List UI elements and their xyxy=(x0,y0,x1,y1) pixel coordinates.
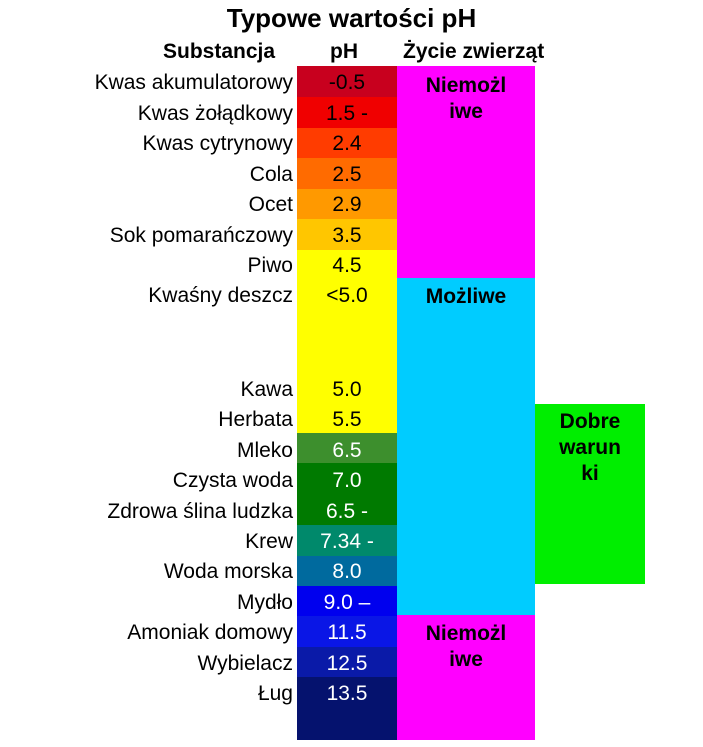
life-zone-label: Niemożl xyxy=(425,74,507,97)
substance-label: Wybielacz xyxy=(197,652,293,675)
ph-value: 12.5 xyxy=(326,652,368,675)
ph-band xyxy=(297,128,397,158)
ph-band xyxy=(297,647,397,677)
ph-value: 5.0 xyxy=(332,378,362,401)
ph-band xyxy=(297,495,397,525)
substance-label: Kwas żołądkowy xyxy=(137,102,293,125)
ph-value: 8.0 xyxy=(332,560,362,583)
substance-label: Ocet xyxy=(248,193,293,216)
ph-band xyxy=(297,66,397,97)
substance-label: Kawa xyxy=(240,378,293,401)
substance-label: Zdrowa ślina ludzka xyxy=(107,500,293,523)
life-zone-label: Dobre xyxy=(559,410,621,433)
life-zone-label: iwe xyxy=(449,100,483,123)
substance-label: Kwas akumulatorowy xyxy=(94,71,293,94)
life-zone-label: Możliwe xyxy=(425,285,507,308)
life-zone-label: Niemożl xyxy=(425,622,507,645)
substance-label: Piwo xyxy=(247,254,293,277)
substance-label: Mleko xyxy=(236,439,293,462)
ph-value: 2.9 xyxy=(332,193,362,216)
ph-band xyxy=(297,616,397,647)
ph-band xyxy=(297,677,397,740)
ph-value: 13.5 xyxy=(326,682,368,705)
substance-label: Amoniak domowy xyxy=(127,621,293,644)
ph-value: 6.5 - xyxy=(325,500,369,523)
substance-label: Kwaśny deszcz xyxy=(148,284,293,307)
life-zone-label: warun xyxy=(559,436,621,459)
life-header: Życie zwierząt xyxy=(403,40,545,63)
substance-label: Ług xyxy=(257,682,293,705)
ph-band xyxy=(297,189,397,219)
life-zone-label: iwe xyxy=(449,648,483,671)
ph-band xyxy=(297,158,397,189)
ph-value: 7.0 xyxy=(332,469,362,492)
substance-label: Sok pomarańczowy xyxy=(109,224,293,247)
life-zone: Niemożl iwe xyxy=(397,66,535,278)
ph-value: 9.0 – xyxy=(323,591,371,614)
substance-label: Woda morska xyxy=(163,560,293,583)
substance-label: Herbata xyxy=(218,408,293,431)
ph-band xyxy=(297,250,397,280)
ph-band xyxy=(297,433,397,463)
ph-value: 2.5 xyxy=(332,163,362,186)
ph-band xyxy=(297,97,397,128)
ph-band xyxy=(297,219,397,250)
life-zone: Niemożl iwe xyxy=(397,615,535,740)
ph-band xyxy=(297,280,397,433)
ph-band xyxy=(297,463,397,495)
substance-label: Krew xyxy=(245,530,293,553)
substance-label: Cola xyxy=(249,163,293,186)
ph-band xyxy=(297,586,397,616)
ph-value: 6.5 xyxy=(332,439,362,462)
ph-band xyxy=(297,556,397,586)
ph-value: <5.0 xyxy=(326,284,368,307)
substance-header: Substancja xyxy=(163,40,276,63)
ph-value: 4.5 xyxy=(332,254,362,277)
ph-value: -0.5 xyxy=(328,71,366,94)
ph-value: 5.5 xyxy=(332,408,362,431)
ph-value: 7.34 - xyxy=(320,530,374,553)
substance-label: Czysta woda xyxy=(172,469,293,492)
ph-band xyxy=(297,525,397,556)
ph-value: 2.4 xyxy=(332,132,362,155)
life-zone: Możliwe xyxy=(397,278,535,615)
substance-label: Kwas cytrynowy xyxy=(142,132,293,155)
ph-header: pH xyxy=(330,40,358,63)
chart-title: Typowe wartości pH xyxy=(226,3,477,33)
substance-label: Mydło xyxy=(236,591,293,614)
life-zone-label: ki xyxy=(581,462,599,485)
ph-value: 3.5 xyxy=(332,224,362,247)
life-zone: Dobre warun ki xyxy=(535,404,645,584)
ph-value: 11.5 xyxy=(327,621,367,644)
ph-value: 1.5 - xyxy=(325,102,369,125)
